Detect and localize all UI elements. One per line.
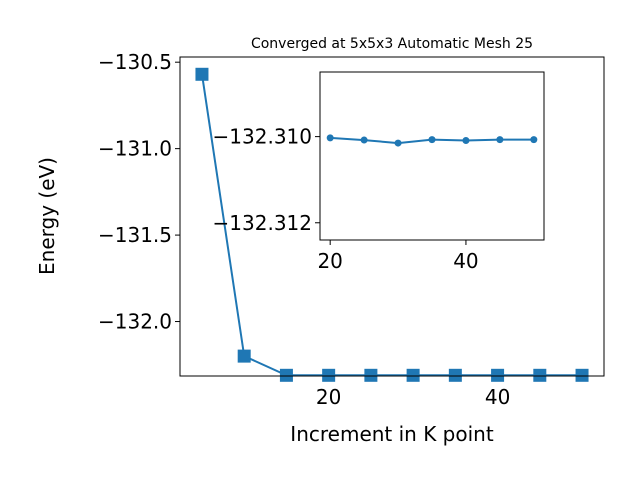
inset-data-point [360,136,368,144]
main-y-tick-label: −132.0 [98,310,172,334]
inset-data-point [428,136,436,144]
main-ticks: 20 40 −130.5 −131.0 −131.5 −132.0 [98,50,510,409]
main-x-tick-label: 20 [316,385,341,409]
main-data-point [575,368,589,382]
y-axis-label: Energy (eV) [35,157,59,275]
main-y-tick-label: −131.5 [98,223,172,247]
inset-x-tick-label: 20 [317,249,342,273]
inset-y-tick-label: −132.312 [213,211,312,235]
main-plot-frame [179,56,605,377]
main-data-point [491,368,505,382]
inset-plot-background [320,72,544,240]
inset-x-tick-label: 40 [453,249,478,273]
main-data-point [406,368,420,382]
main-y-tick-label: −130.5 [98,50,172,74]
inset-data-point [394,139,402,147]
main-series [195,67,589,382]
inset-data-point [326,134,334,142]
inset-chart: 20 40 −132.312 −132.310 [213,71,545,273]
main-x-tick-label: 40 [485,385,510,409]
inset-ticks: 20 40 −132.312 −132.310 [213,125,479,273]
main-data-point [195,67,209,81]
inset-plot-frame [319,71,545,241]
main-y-tick-label: −131.0 [98,137,172,161]
main-series-line [201,74,582,377]
main-data-point [279,368,293,382]
inset-data-point [530,136,538,144]
main-data-point [364,368,378,382]
inset-data-point [496,136,504,144]
main-data-point [533,368,547,382]
main-data-point [322,368,336,382]
inset-data-point [462,136,470,144]
inset-series [326,134,538,147]
inset-y-tick-label: −132.310 [213,125,312,149]
main-chart-title: Converged at 5x5x3 Automatic Mesh 25 [251,36,533,52]
main-data-point [448,368,462,382]
x-axis-label: Increment in K point [290,422,494,446]
main-data-point [237,349,251,363]
